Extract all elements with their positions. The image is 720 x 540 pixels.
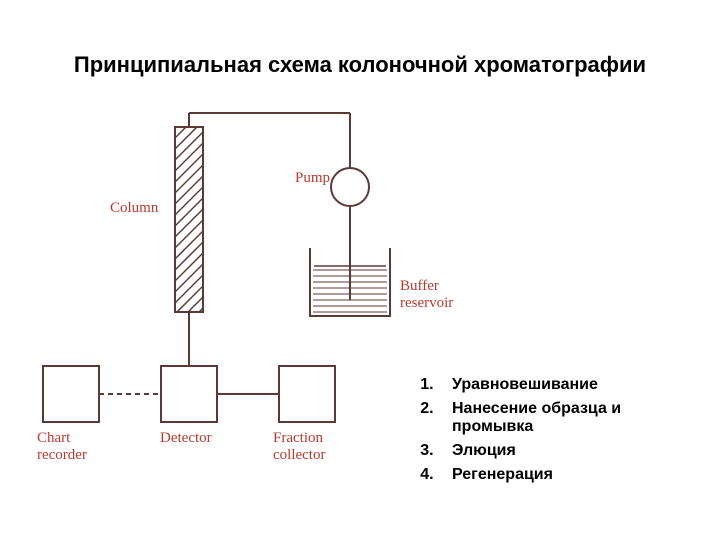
steps-list: Уравновешивание Нанесение образца и пром… [410, 376, 640, 490]
step-4: Регенерация [438, 466, 640, 484]
buffer-label: Buffer reservoir [400, 278, 470, 313]
column-label: Column [110, 200, 158, 217]
chart-label: Chart recorder [37, 430, 107, 465]
detector-label: Detector [160, 430, 212, 447]
step-1: Уравновешивание [438, 376, 640, 394]
fraction-label: Fraction collector [273, 430, 343, 465]
step-2: Нанесение образца и промывка [438, 400, 640, 436]
pump-label: Pump [295, 170, 330, 187]
step-3: Элюция [438, 442, 640, 460]
